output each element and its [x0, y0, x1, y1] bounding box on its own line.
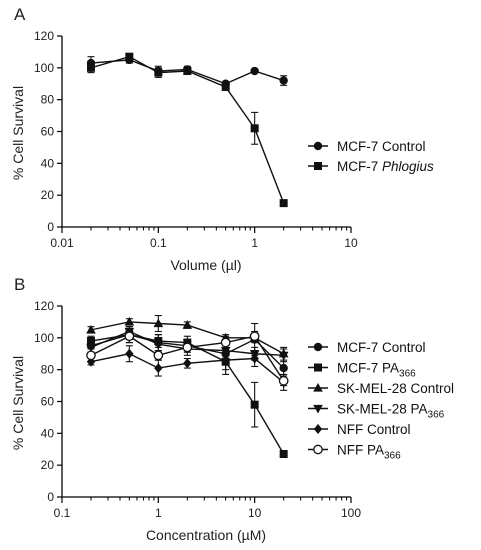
- panel-b-legend-label: MCF-7 PA366: [337, 361, 416, 380]
- panel-b-series: [86, 314, 289, 459]
- panel-a-x-tick-label: 0.1: [150, 236, 167, 250]
- panel-b-y-tick-label: 40: [41, 426, 55, 440]
- panel-b-legend-label: SK-MEL-28 Control: [337, 381, 454, 396]
- panel-b-legend-marker: [313, 424, 323, 434]
- panel-b-data-point: [249, 331, 260, 342]
- panel-b-data-point: [279, 450, 288, 459]
- panel-a-legend: MCF-7 Control MCF-7 Phlogius: [308, 139, 434, 174]
- panel-b-legend-marker: [313, 444, 323, 455]
- panel-a-legend-item: MCF-7 Control: [308, 139, 426, 154]
- panel-b-chart: B 0 20 40 60 80 100 120 0.1 1 10 100 Concentration…: [10, 275, 454, 543]
- panel-b-series-6: [86, 329, 289, 387]
- panel-b-legend-item: NFF Control: [308, 422, 411, 437]
- panel-b-data-point: [153, 350, 164, 361]
- panel-a-data-point: [154, 68, 163, 77]
- panel-b-data-point: [125, 348, 134, 359]
- panel-a-y-tick-label: 20: [41, 188, 55, 202]
- panel-a-y-tick-label: 0: [47, 220, 54, 234]
- panel-b-legend-marker: [313, 404, 323, 414]
- panel-a-y-tick-label: 40: [41, 156, 55, 170]
- panel-b-legend-marker: [314, 363, 322, 372]
- panel-b-legend-label: MCF-7 Control: [337, 340, 426, 355]
- panel-b-data-point: [153, 318, 164, 328]
- panel-b-legend-item: MCF-7 Control: [308, 340, 426, 355]
- panel-b-data-point: [124, 316, 135, 326]
- panel-a-label: A: [14, 5, 26, 24]
- panel-b-legend-label: SK-MEL-28 PA366: [337, 402, 445, 421]
- panel-a-y-tick-label: 60: [41, 125, 55, 139]
- panel-b-x-tick-label: 100: [341, 506, 361, 520]
- panel-b-data-point: [182, 342, 193, 353]
- panel-a-legend-item: MCF-7 Phlogius: [308, 159, 434, 174]
- panel-b-data-point: [182, 320, 193, 329]
- panel-b-y-tick-label: 80: [41, 363, 55, 377]
- panel-b-legend-item: MCF-7 PA366: [308, 361, 416, 380]
- panel-a-legend-marker: [314, 162, 322, 170]
- panel-a-data-point: [279, 199, 288, 208]
- panel-b-label: B: [14, 275, 25, 294]
- panel-b-y-tick-label: 120: [34, 299, 54, 313]
- panel-a-legend-marker: [313, 141, 323, 151]
- panel-b-data-point: [250, 353, 259, 364]
- panel-b-legend-marker: [313, 383, 323, 392]
- panel-a-legend-label: MCF-7 Phlogius: [337, 159, 434, 174]
- panel-a-data-point: [183, 67, 192, 76]
- panel-a-data-point: [279, 76, 288, 85]
- panel-b-data-point: [86, 324, 96, 334]
- panel-b-y-tick-label: 0: [47, 490, 54, 504]
- panel-b-legend-item: SK-MEL-28 Control: [308, 381, 454, 396]
- panel-b-legend-label: NFF PA366: [337, 443, 401, 462]
- panel-b-data-point: [221, 355, 230, 366]
- panel-a-y-tick-label: 120: [34, 29, 54, 43]
- panel-a-data-point: [221, 82, 230, 91]
- panel-b-data-point: [124, 331, 135, 342]
- panel-b-data-point: [279, 363, 288, 373]
- panel-b-y-axis-label: % Cell Survival: [10, 356, 26, 450]
- panel-b-legend-item: NFF PA366: [308, 443, 401, 462]
- panel-b-data-point: [86, 343, 96, 353]
- panel-b-data-point: [278, 351, 289, 361]
- panel-b-y-tick-label: 60: [41, 395, 55, 409]
- panel-a-x-axis-label: Volume (µl): [170, 257, 241, 273]
- panel-b-data-point: [154, 363, 163, 374]
- panel-b-data-point: [278, 375, 289, 386]
- panel-a-series: [86, 52, 288, 208]
- panel-b-data-point: [183, 358, 192, 369]
- panel-b-legend-label: NFF Control: [337, 422, 411, 437]
- panel-b-y-tick-label: 20: [41, 458, 55, 472]
- panel-a-data-point: [86, 63, 95, 72]
- panel-a-y-tick-label: 80: [41, 93, 55, 107]
- panel-a-data-point: [250, 66, 259, 76]
- panel-b-data-point: [86, 337, 95, 346]
- panel-a-axes: 0 20 40 60 80 100 120 0.01 0.1 1 10: [34, 29, 358, 250]
- panel-a-x-tick-label: 10: [344, 236, 358, 250]
- panel-a-series-2: [86, 52, 288, 208]
- panel-b-y-tick-label: 100: [34, 331, 54, 345]
- panel-b-x-tick-label: 10: [248, 506, 262, 520]
- panel-b-x-axis-label: Concentration (µM): [146, 527, 266, 543]
- panel-b-legend-item: SK-MEL-28 PA366: [308, 402, 445, 421]
- panel-b-data-point: [220, 337, 231, 348]
- panel-a-data-point: [125, 52, 134, 61]
- panel-b-legend-marker: [313, 342, 323, 352]
- panel-b-data-point: [153, 340, 164, 350]
- panel-b-data-point: [86, 350, 96, 361]
- panel-b-data-point: [250, 400, 259, 409]
- panel-b-axes: 0 20 40 60 80 100 120 0.1 1 10 100: [34, 299, 361, 520]
- panel-a-y-axis-label: % Cell Survival: [10, 86, 26, 180]
- panel-a-y-tick-label: 100: [34, 61, 54, 75]
- panel-b-x-tick-label: 1: [155, 506, 162, 520]
- panel-a-x-tick-label: 0.01: [50, 236, 74, 250]
- panel-b-x-tick-label: 0.1: [54, 506, 71, 520]
- panel-a-x-tick-label: 1: [251, 236, 258, 250]
- panel-a-data-point: [250, 124, 259, 133]
- panel-a-legend-label: MCF-7 Control: [337, 139, 426, 154]
